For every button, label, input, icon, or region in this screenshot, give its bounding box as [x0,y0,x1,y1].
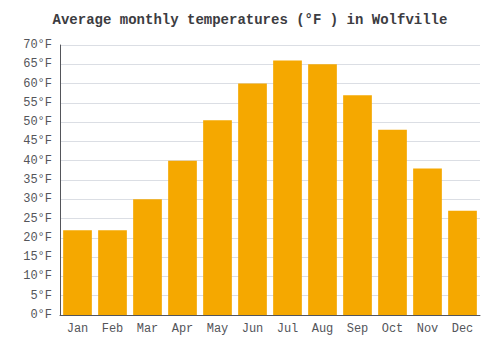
svg-text:60°F: 60°F [23,77,52,91]
svg-text:15°F: 15°F [23,250,52,264]
svg-text:Feb: Feb [102,322,124,336]
svg-text:Nov: Nov [417,322,439,336]
svg-text:Jul: Jul [277,322,299,336]
svg-text:35°F: 35°F [23,173,52,187]
svg-text:Jun: Jun [242,322,264,336]
svg-text:Sep: Sep [347,322,369,336]
svg-text:5°F: 5°F [30,289,52,303]
svg-text:Jan: Jan [67,322,89,336]
svg-text:40°F: 40°F [23,154,52,168]
svg-text:65°F: 65°F [23,57,52,71]
svg-text:Apr: Apr [172,322,194,336]
svg-text:0°F: 0°F [30,308,52,322]
svg-text:10°F: 10°F [23,269,52,283]
svg-text:20°F: 20°F [23,231,52,245]
svg-text:70°F: 70°F [23,38,52,52]
svg-text:Average monthly temperatures (: Average monthly temperatures (°F ) in Wo… [53,12,448,28]
svg-text:25°F: 25°F [23,212,52,226]
svg-text:45°F: 45°F [23,134,52,148]
svg-text:55°F: 55°F [23,96,52,110]
svg-text:Aug: Aug [312,322,334,336]
svg-text:Mar: Mar [137,322,159,336]
svg-text:30°F: 30°F [23,192,52,206]
svg-text:May: May [207,322,229,336]
svg-text:Dec: Dec [452,322,474,336]
svg-text:50°F: 50°F [23,115,52,129]
svg-text:Oct: Oct [382,322,404,336]
